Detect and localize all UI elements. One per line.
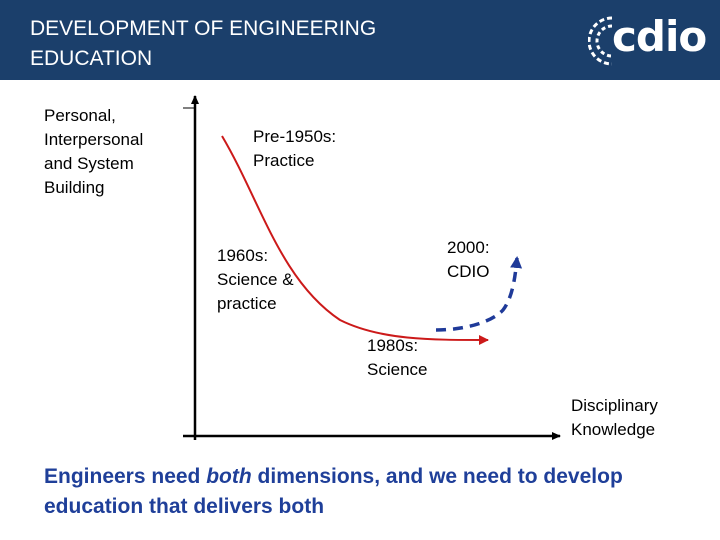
cdio-logo: cdio <box>588 10 707 72</box>
x-axis-label: Disciplinary Knowledge <box>571 396 658 439</box>
header-banner: DEVELOPMENT OF ENGINEERING EDUCATION cdi… <box>0 0 720 80</box>
label-1980s: 1980s: Science <box>367 336 428 379</box>
slide-title: DEVELOPMENT OF ENGINEERING EDUCATION <box>30 17 377 70</box>
label-2000: 2000: CDIO <box>447 238 490 281</box>
cdio-dashed-curve <box>435 256 523 332</box>
logo-text: cdio <box>612 12 707 61</box>
footer-text-part1: Engineers need <box>44 465 207 488</box>
footer-emphasis: both <box>206 465 252 488</box>
y-axis-label: Personal, Interpersonal and System Build… <box>44 106 144 197</box>
footer-text-part2: dimensions, and we need to develop educa… <box>44 465 623 518</box>
footer-statement: Engineers need both dimensions, and we n… <box>44 462 684 522</box>
cdio-swirl-icon <box>588 16 613 66</box>
label-1960s: 1960s: Science & practice <box>217 246 294 313</box>
label-pre-1950s: Pre-1950s: Practice <box>253 127 337 170</box>
historical-curve <box>221 135 489 345</box>
